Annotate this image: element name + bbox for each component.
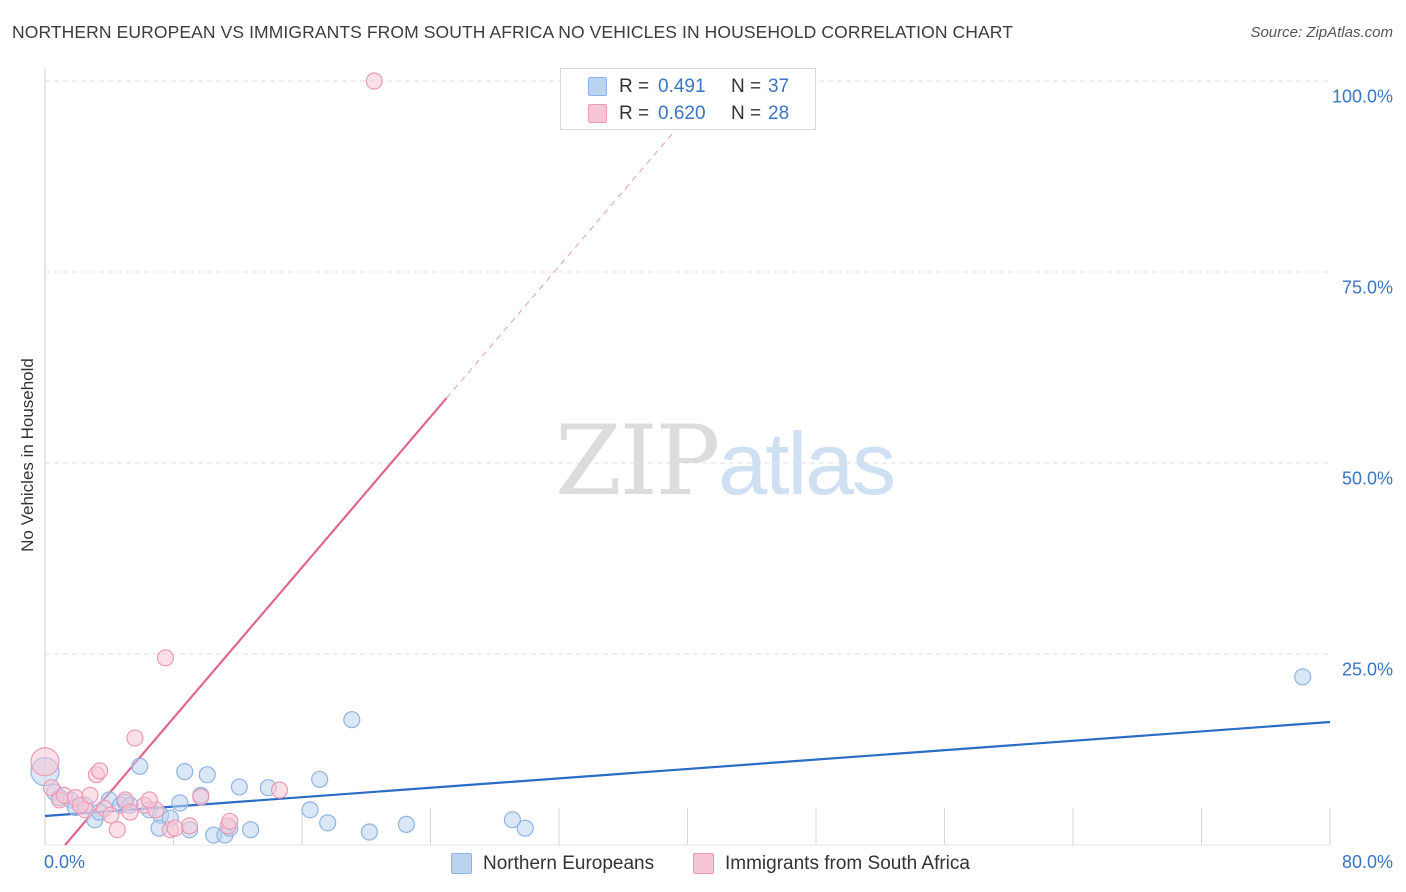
data-point-northern-europeans (1294, 668, 1312, 686)
points-layer (30, 72, 1312, 844)
x-tick-label: 80.0% (1341, 852, 1393, 872)
data-point-south-africa (91, 762, 109, 780)
legend-r-label: R = (619, 103, 650, 124)
data-point-south-africa (81, 786, 99, 804)
y-tick-label: 25.0% (1341, 659, 1393, 680)
legend-swatch-pink (588, 104, 607, 123)
source-credit: Source: ZipAtlas.com (1250, 24, 1393, 41)
watermark-zip: ZIP (555, 405, 720, 517)
data-point-south-africa (126, 729, 144, 747)
legend-row-northern-europeans: R = 0.491 N = 37 (561, 74, 815, 100)
y-tick-label: 100.0% (1331, 86, 1393, 107)
data-point-south-africa (221, 812, 239, 830)
trend-line-northern-europeans (44, 720, 1331, 818)
data-point-northern-europeans (343, 711, 361, 729)
data-point-south-africa (121, 803, 139, 821)
data-point-northern-europeans (198, 766, 216, 784)
legend-n-value: 28 (768, 103, 790, 124)
legend-n-value: 37 (768, 76, 790, 97)
legend-r-value: 0.620 (658, 103, 706, 124)
y-axis-label: No Vehicles in Household (18, 358, 37, 552)
data-point-south-africa (108, 821, 126, 839)
data-point-south-africa (180, 817, 199, 835)
legend-n-label: N = (731, 76, 762, 97)
legend-r-value: 0.491 (658, 76, 706, 97)
data-point-south-africa (140, 791, 159, 809)
data-point-northern-europeans (311, 770, 329, 788)
series-legend-swatch-blue[interactable] (451, 853, 472, 874)
data-point-south-africa (102, 806, 120, 824)
data-point-south-africa (365, 72, 383, 90)
data-point-south-africa (42, 779, 61, 797)
watermark-atlas: atlas (718, 414, 896, 513)
legend-swatch-blue (588, 77, 607, 96)
data-point-northern-europeans (242, 821, 260, 839)
x-tick-label: 0.0% (44, 852, 86, 872)
data-point-northern-europeans (503, 811, 522, 829)
data-point-northern-europeans (230, 778, 248, 796)
data-point-northern-europeans (301, 801, 319, 819)
y-tick-label: 50.0% (1341, 468, 1393, 489)
data-point-northern-europeans (360, 823, 379, 841)
data-point-northern-europeans (319, 814, 337, 832)
data-point-south-africa (30, 747, 60, 777)
trend-layer (44, 124, 1331, 846)
chart-title: NORTHERN EUROPEAN VS IMMIGRANTS FROM SOU… (12, 22, 1013, 42)
trend-line-south-africa-extension (446, 124, 680, 399)
data-point-south-africa (270, 781, 289, 799)
legend-r-label: R = (619, 76, 650, 97)
data-point-south-africa (156, 649, 175, 667)
stats-legend: R = 0.491 N = 37 R = 0.620 N = 28 (560, 68, 816, 130)
legend-n-label: N = (731, 103, 762, 124)
data-point-northern-europeans (171, 794, 189, 812)
series-legend-south-africa[interactable]: Immigrants from South Africa (725, 853, 970, 874)
trend-line-south-africa (64, 397, 448, 846)
series-legend-swatch-pink[interactable] (693, 853, 714, 874)
data-point-northern-europeans (176, 763, 194, 781)
data-point-south-africa (166, 819, 184, 837)
data-point-northern-europeans (397, 815, 416, 833)
watermark: ZIPatlas (555, 405, 896, 517)
series-legend-northern-europeans[interactable]: Northern Europeans (483, 853, 655, 874)
data-point-south-africa (192, 788, 210, 806)
data-point-northern-europeans (131, 757, 149, 775)
legend-row-south-africa: R = 0.620 N = 28 (561, 101, 815, 127)
data-point-northern-europeans (516, 819, 534, 837)
y-tick-label: 75.0% (1341, 277, 1393, 298)
